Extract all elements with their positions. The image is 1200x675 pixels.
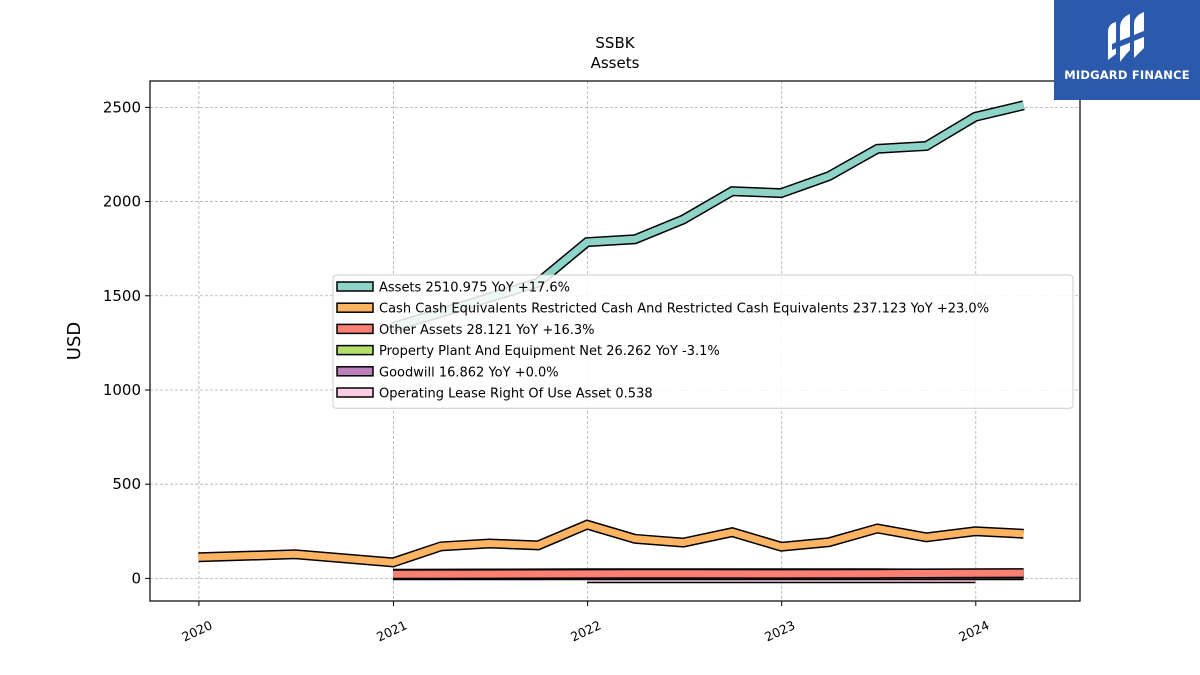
x-tick-label: 2022 [568,617,603,644]
y-tick-label: 2000 [103,193,141,211]
legend-swatch [336,344,374,356]
series-1 [198,519,1024,568]
y-tick-label: 0 [131,569,141,587]
legend-entry: Cash Cash Equivalents Restricted Cash An… [336,302,989,317]
logo-text: MIDGARD FINANCE [1064,68,1190,82]
x-tick-label: 2024 [956,617,991,644]
y-tick-label: 1000 [103,381,141,399]
legend-frame [332,274,1074,409]
y-tick-label: 2500 [103,98,141,116]
x-tick-label: 2020 [179,617,214,644]
y-tick-label: 500 [112,475,141,493]
legend-swatch [336,323,374,335]
legend-swatch [336,366,374,377]
plot-frame [149,80,1081,602]
x-tick-label: 2023 [762,617,797,644]
logo-mark-icon [1108,12,1146,62]
legend-label: Assets 2510.975 YoY +17.6% [379,281,570,296]
series-line [392,569,1024,578]
chart-subtitle: Assets [591,54,640,72]
legend-swatch [336,302,374,313]
legend-label: Goodwill 16.862 YoY +0.0% [379,365,559,380]
series-line [198,520,1024,566]
legend: Assets 2510.975 YoY +17.6% Cash Cash Equi… [332,274,1074,409]
x-tick-label: 2021 [374,617,409,644]
legend-swatch [336,281,374,292]
y-axis-label: USD [64,322,85,360]
legend-swatch [336,387,374,398]
legend-entry: Assets 2510.975 YoY +17.6% [336,281,570,296]
legend-label: Property Plant And Equipment Net 26.262 … [379,344,720,359]
legend-label: Operating Lease Right Of Use Asset 0.538 [379,387,653,402]
legend-label: Other Assets 28.121 YoY +16.3% [379,323,595,338]
y-tick-label: 1500 [103,287,141,305]
legend-entry: Property Plant And Equipment Net 26.262 … [336,344,720,359]
legend-label: Cash Cash Equivalents Restricted Cash An… [379,302,989,317]
midgard-finance-logo: MIDGARD FINANCE [1054,0,1200,100]
series-2 [392,568,1024,580]
chart-title: SSBK [595,34,635,52]
legend-entry: Operating Lease Right Of Use Asset 0.538 [336,387,653,402]
legend-entry: Goodwill 16.862 YoY +0.0% [336,365,559,380]
series-layer [198,100,1025,584]
legend-entry: Other Assets 28.121 YoY +16.3% [336,323,595,338]
